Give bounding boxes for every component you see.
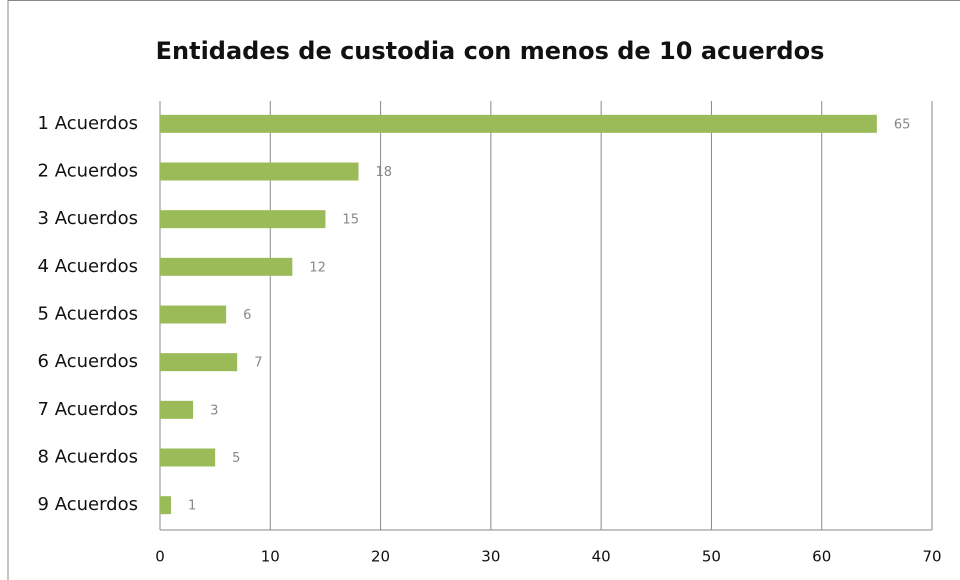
x-tick-label: 10 (261, 548, 280, 566)
y-tick-label: 7 Acuerdos (38, 399, 138, 420)
y-tick-label: 3 Acuerdos (38, 208, 138, 229)
bar (160, 448, 216, 467)
data-label: 65 (894, 117, 911, 132)
x-tick-label: 70 (922, 548, 941, 566)
bar (160, 353, 238, 372)
x-tick-label: 40 (592, 548, 611, 566)
data-label: 5 (232, 451, 240, 466)
data-label: 1 (188, 499, 196, 514)
y-tick-label: 9 Acuerdos (38, 494, 138, 515)
y-tick-label: 1 Acuerdos (38, 113, 138, 134)
x-tick-label: 0 (155, 548, 165, 566)
bar (160, 257, 293, 276)
bar (160, 210, 326, 229)
data-label: 18 (376, 165, 393, 180)
bar (160, 305, 227, 324)
y-tick-label: 8 Acuerdos (38, 447, 138, 468)
x-tick-label: 20 (371, 548, 390, 566)
x-tick-label: 60 (812, 548, 831, 566)
data-label: 12 (309, 260, 326, 275)
chart-title: Entidades de custodia con menos de 10 ac… (156, 37, 825, 65)
x-tick-label: 50 (702, 548, 721, 566)
y-tick-label: 4 Acuerdos (38, 256, 138, 277)
y-tick-label: 5 Acuerdos (38, 304, 138, 325)
bar (160, 400, 194, 419)
data-label: 6 (243, 308, 251, 323)
y-tick-label: 2 Acuerdos (38, 161, 138, 182)
bar (160, 496, 172, 515)
x-tick-label: 30 (481, 548, 500, 566)
y-tick-label: 6 Acuerdos (38, 351, 138, 372)
data-label: 3 (210, 403, 218, 418)
bar (160, 162, 359, 181)
data-label: 15 (342, 213, 359, 228)
bar (160, 114, 877, 133)
data-label: 7 (254, 356, 262, 371)
chart-frame (7, 0, 960, 580)
